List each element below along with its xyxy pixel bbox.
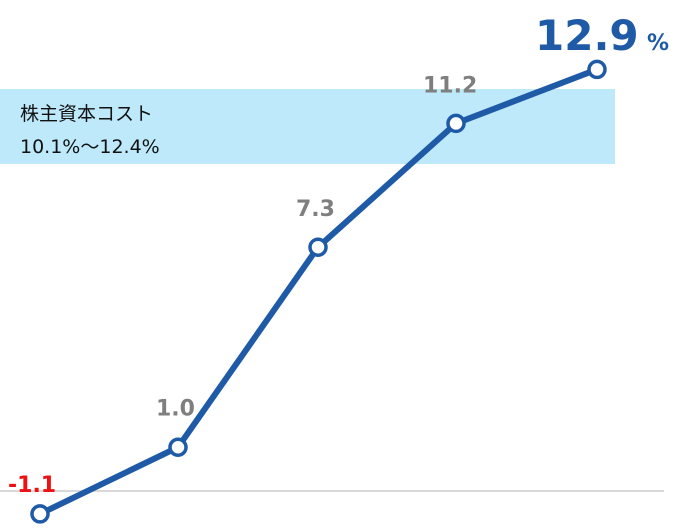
data-label-3: 7.3 [296, 197, 335, 222]
data-label-5: 12.9 [535, 11, 639, 60]
data-point-5 [587, 59, 607, 80]
data-point-1 [30, 504, 50, 524]
band-label-range: 10.1%～12.4% [20, 136, 160, 158]
data-label-unit: % [647, 31, 669, 56]
data-point-3 [308, 237, 328, 257]
band-label-title: 株主資本コスト [20, 103, 153, 125]
data-label-4: 11.2 [423, 73, 477, 98]
data-label-2: 1.0 [156, 396, 195, 421]
data-label-1: -1.1 [8, 473, 56, 498]
data-point-2 [168, 437, 188, 457]
data-point-4 [446, 113, 466, 134]
